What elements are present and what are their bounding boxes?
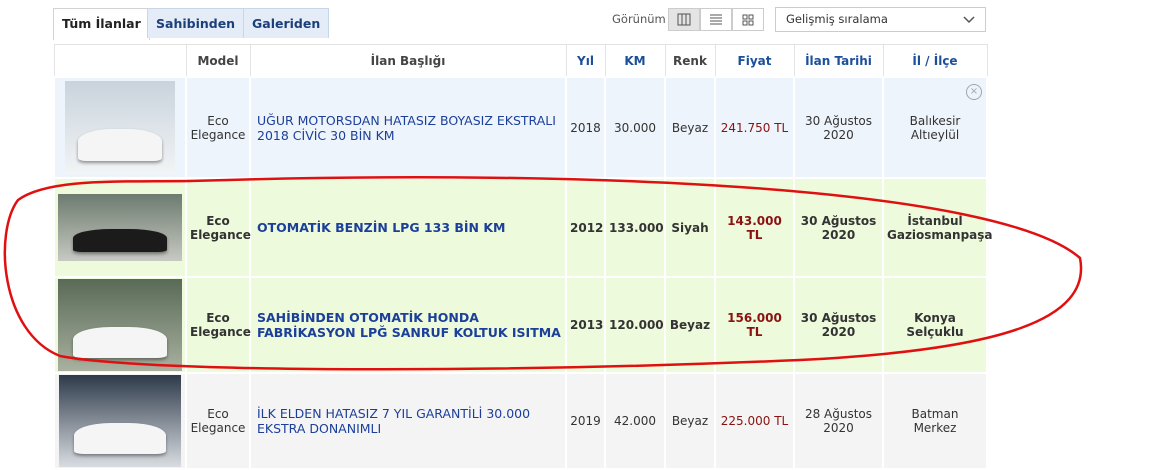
car-shape — [78, 129, 162, 161]
year-cell: 2019 — [565, 372, 606, 470]
header-cell[interactable]: Yıl — [565, 44, 606, 78]
title-cell[interactable]: İLK ELDEN HATASIZ 7 YIL GARANTİLİ 30.000… — [249, 372, 567, 470]
sort-select[interactable]: Gelişmiş sıralama — [775, 7, 986, 32]
km-cell: 42.000 — [604, 372, 666, 470]
header-cell: Renk — [664, 44, 716, 78]
price-cell: 156.000 TL — [714, 276, 795, 374]
location-cell: Balıkesir Altıeylül × — [882, 76, 988, 179]
listing-row[interactable]: Eco Elegance UĞUR MOTORSDAN HATASIZ BOYAS… — [53, 76, 988, 179]
city: Konya — [914, 311, 956, 325]
listing-row[interactable]: Eco Elegance OTOMATİK BENZİN LPG 133 BİN … — [53, 177, 993, 278]
title-cell[interactable]: SAHİBİNDEN OTOMATİK HONDA FABRİKASYON LP… — [249, 276, 567, 374]
view-grid-button[interactable] — [732, 8, 764, 31]
header-row: Model İlan Başlığı Yıl KM Renk Fiyat İlan Tari… — [53, 44, 988, 78]
model-cell: Eco Elegance — [185, 76, 251, 179]
car-shape — [72, 326, 168, 359]
price-cell: 225.000 TL — [714, 372, 795, 470]
sort-label: Gelişmiş sıralama — [786, 12, 888, 26]
km-cell: 120.000 — [604, 276, 666, 374]
date-cell: 30 Ağustos 2020 — [793, 76, 884, 179]
title-cell[interactable]: UĞUR MOTORSDAN HATASIZ BOYASIZ EKSTRALI … — [249, 76, 567, 179]
listing-table: Model İlan Başlığı Yıl KM Renk Fiyat İlan Tari… — [53, 44, 993, 470]
color-cell: Beyaz — [664, 276, 716, 374]
header-cell[interactable]: İlan Tarihi — [793, 44, 884, 78]
year-cell: 2012 — [565, 177, 606, 278]
district: Selçuklu — [906, 325, 964, 339]
model-cell: Eco Elegance — [185, 276, 251, 374]
price-cell: 241.750 TL — [714, 76, 795, 179]
title-cell[interactable]: OTOMATİK BENZİN LPG 133 BİN KM — [249, 177, 567, 278]
tab[interactable]: Sahibinden — [147, 8, 245, 38]
location-cell: Batman Merkez — [882, 372, 988, 470]
district: Merkez — [913, 421, 957, 435]
icon — [677, 13, 691, 26]
color-cell: Beyaz — [664, 372, 716, 470]
city: Balıkesir — [909, 113, 961, 128]
photo-cell — [53, 372, 187, 470]
car-photo[interactable] — [58, 194, 182, 261]
model-cell: Eco Elegance — [185, 372, 251, 470]
remove-button[interactable]: × — [966, 84, 982, 100]
car-photo[interactable] — [65, 81, 175, 174]
photo-cell — [53, 276, 187, 374]
icon — [742, 14, 754, 26]
year-cell: 2018 — [565, 76, 606, 179]
tab[interactable]: Tüm İlanlar — [53, 8, 150, 40]
model-cell: Eco Elegance — [185, 177, 251, 278]
location-cell: İstanbul Gaziosmanpaşa — [882, 177, 993, 278]
header-cell[interactable]: Fiyat — [714, 44, 795, 78]
chevron — [963, 16, 975, 24]
color-cell: Beyaz — [664, 76, 716, 179]
header-cell — [53, 44, 187, 78]
listing-row[interactable]: Eco Elegance İLK ELDEN HATASIZ 7 YIL GARA… — [53, 372, 988, 470]
car-shape — [72, 228, 168, 252]
tab[interactable]: Galeriden — [243, 8, 330, 38]
date-cell: 30 Ağustos 2020 — [793, 276, 884, 374]
photo-cell — [53, 177, 187, 278]
photo-cell — [53, 76, 187, 179]
header-cell: Model — [185, 44, 251, 78]
view-list-button[interactable] — [700, 8, 732, 31]
car-photo[interactable] — [59, 375, 181, 467]
view-label: Görünüm — [612, 12, 666, 26]
city: Batman — [911, 407, 959, 421]
icon — [710, 14, 722, 25]
district: Altıeylül — [910, 127, 960, 142]
listing-row[interactable]: Eco Elegance SAHİBİNDEN OTOMATİK HONDA FA… — [53, 276, 988, 374]
header-cell[interactable]: İl / İlçe — [882, 44, 988, 78]
car-photo[interactable] — [58, 279, 182, 371]
date-cell: 28 Ağustos 2020 — [793, 372, 884, 470]
color-cell: Siyah — [664, 177, 716, 278]
car-shape — [73, 422, 167, 455]
view-gallery-button[interactable] — [668, 8, 700, 31]
km-cell: 133.000 — [604, 177, 666, 278]
date-cell: 30 Ağustos 2020 — [793, 177, 884, 278]
km-cell: 30.000 — [604, 76, 666, 179]
location-cell: Konya Selçuklu — [882, 276, 988, 374]
header-cell: İlan Başlığı — [249, 44, 567, 78]
year-cell: 2013 — [565, 276, 606, 374]
price-cell: 143.000 TL — [714, 177, 795, 278]
city: İstanbul — [907, 213, 963, 228]
district: Gaziosmanpaşa — [887, 227, 993, 242]
header-cell[interactable]: KM — [604, 44, 666, 78]
